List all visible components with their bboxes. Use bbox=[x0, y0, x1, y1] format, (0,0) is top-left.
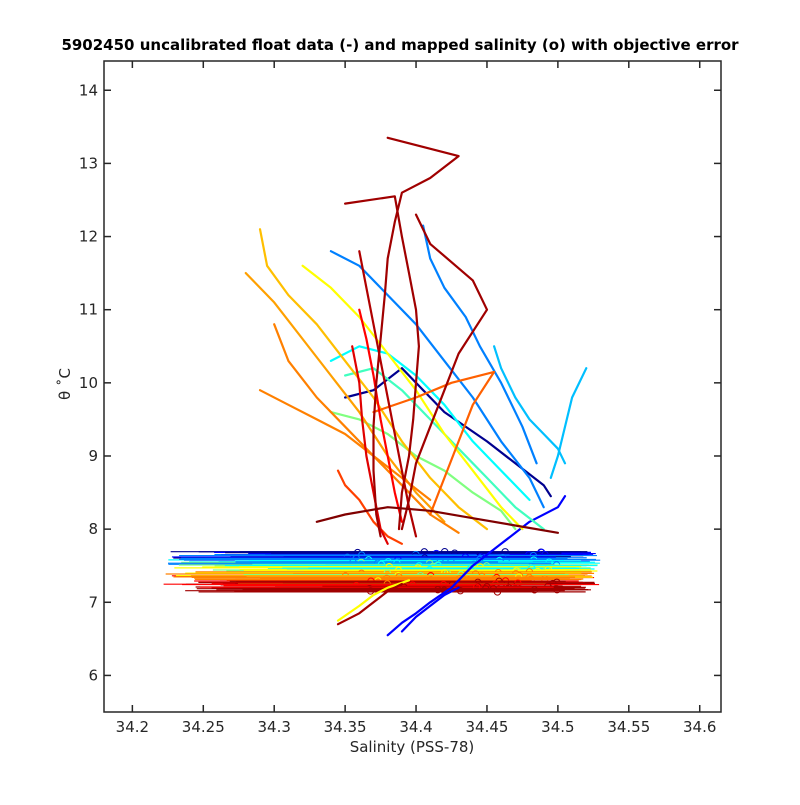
y-tick-label: 11 bbox=[79, 301, 98, 319]
y-tick-label: 13 bbox=[79, 154, 98, 172]
float-profiles bbox=[244, 136, 588, 637]
profile-line-7 bbox=[329, 345, 531, 501]
profile-line-1 bbox=[386, 495, 567, 637]
plot-frame bbox=[103, 60, 722, 713]
x-tick-label: 34.25 bbox=[182, 718, 225, 736]
x-tick-label: 34.35 bbox=[324, 718, 367, 736]
y-tick-label: 14 bbox=[79, 81, 98, 99]
profile-line-24 bbox=[315, 506, 559, 534]
x-tick-label: 34.4 bbox=[399, 718, 432, 736]
y-tick-label: 12 bbox=[79, 228, 98, 246]
profile-line-2 bbox=[344, 367, 552, 498]
profile-line-15 bbox=[258, 389, 432, 501]
profile-line-19 bbox=[351, 345, 389, 545]
x-tick-label: 34.5 bbox=[541, 718, 574, 736]
chart-title: 5902450 uncalibrated float data (-) and … bbox=[61, 36, 739, 54]
profile-line-21 bbox=[344, 195, 420, 531]
profile-line-23 bbox=[400, 213, 489, 531]
profile-line-3 bbox=[329, 250, 545, 509]
axes: 34.2 34.25 34.3 34.35 34.4 34.45 34.5 34.55 34.6… bbox=[79, 60, 722, 736]
x-tick-label: 34.6 bbox=[683, 718, 716, 736]
y-tick-label: 10 bbox=[79, 374, 98, 392]
profile-line-16 bbox=[372, 370, 496, 516]
x-tick-label: 34.3 bbox=[258, 718, 291, 736]
profile-line-25 bbox=[336, 582, 403, 626]
x-tick-label: 34.55 bbox=[607, 718, 650, 736]
y-tick-label: 9 bbox=[88, 447, 98, 465]
x-axis-label: Salinity (PSS-78) bbox=[350, 738, 475, 756]
profile-line-26 bbox=[400, 586, 460, 633]
profile-line-20 bbox=[372, 136, 460, 538]
y-axis-label: θ ˚C bbox=[56, 368, 74, 400]
profile-line-10 bbox=[336, 579, 411, 622]
x-tick-label: 34.2 bbox=[116, 718, 149, 736]
profile-line-6 bbox=[549, 367, 588, 479]
y-tick-label: 6 bbox=[88, 666, 98, 684]
profile-line-9 bbox=[329, 411, 517, 531]
x-tick-label: 34.45 bbox=[465, 718, 508, 736]
mapped-salinity-marker bbox=[366, 587, 375, 595]
mapped-salinity-marker bbox=[493, 588, 502, 596]
profile-line-22 bbox=[358, 250, 418, 538]
y-tick-label: 8 bbox=[88, 520, 98, 538]
mapped-salinity-band bbox=[163, 547, 601, 596]
profile-line-18 bbox=[358, 308, 403, 523]
profile-line-5 bbox=[493, 345, 567, 465]
y-tick-label: 7 bbox=[88, 593, 98, 611]
